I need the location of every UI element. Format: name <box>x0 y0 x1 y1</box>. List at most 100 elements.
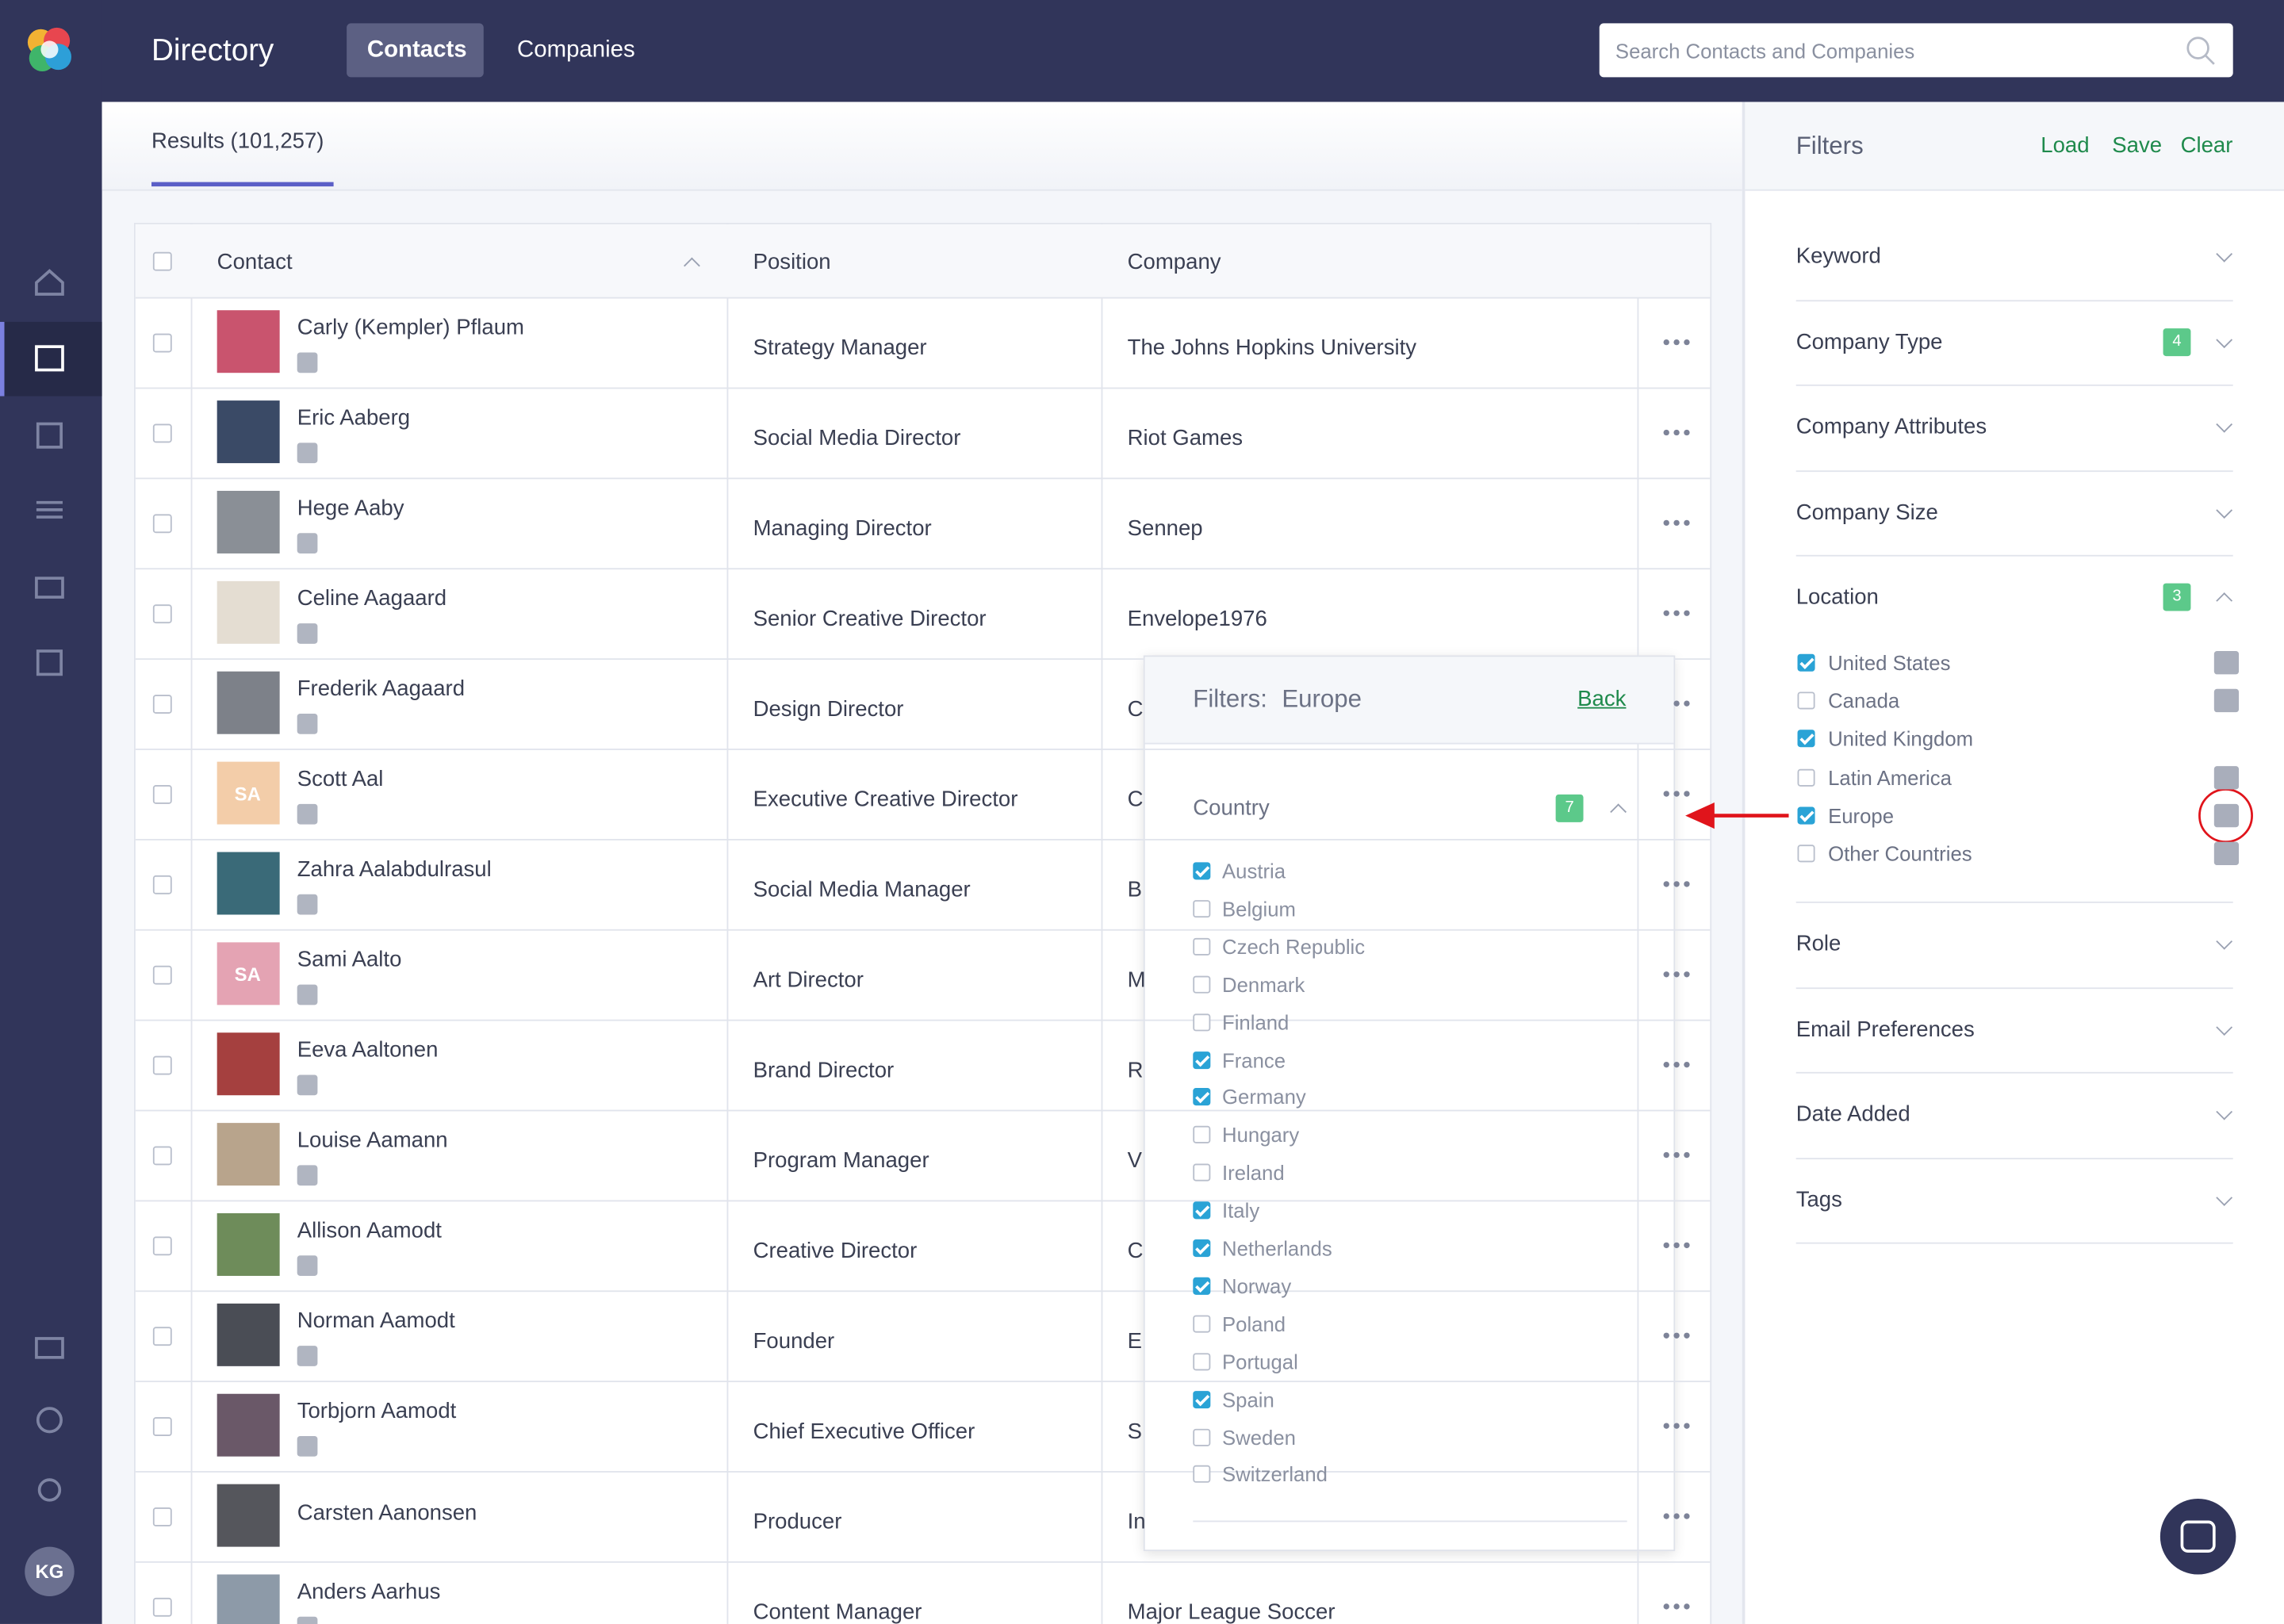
checkbox[interactable] <box>1797 653 1815 672</box>
checkbox[interactable] <box>152 965 172 985</box>
help-icon[interactable] <box>36 1407 63 1434</box>
checkbox[interactable] <box>1193 1201 1211 1220</box>
linkedin-icon[interactable] <box>297 623 318 644</box>
tasks-icon[interactable] <box>36 649 63 676</box>
search-icon[interactable] <box>2185 35 2217 67</box>
contact-name[interactable]: Torbjorn Aamodt <box>297 1399 457 1424</box>
checkbox[interactable] <box>1193 1465 1211 1484</box>
results-tab[interactable]: Results (101,257) <box>151 128 324 154</box>
checkbox[interactable] <box>1193 1163 1211 1182</box>
contacts-icon[interactable] <box>35 345 64 372</box>
tab-active-bg[interactable] <box>347 23 484 78</box>
checkbox[interactable] <box>1193 1088 1211 1106</box>
drilldown-button[interactable] <box>2213 803 2240 827</box>
home-icon[interactable] <box>35 269 64 296</box>
checkbox[interactable] <box>152 1146 172 1166</box>
contact-name[interactable]: Norman Aamodt <box>297 1308 455 1334</box>
filter-action[interactable]: Save <box>2112 133 2163 159</box>
linkedin-icon[interactable] <box>297 803 318 825</box>
linkedin-icon[interactable] <box>297 1436 318 1457</box>
linkedin-icon[interactable] <box>297 442 318 464</box>
filter-section[interactable]: Company Attributes <box>1795 414 1987 439</box>
checkbox[interactable] <box>152 1236 172 1256</box>
contact-name[interactable]: Carly (Kempler) Pflaum <box>297 315 524 340</box>
contact-name[interactable]: Frederik Aagaard <box>297 676 466 702</box>
filter-section[interactable]: Email Preferences <box>1795 1017 1975 1042</box>
checkbox[interactable] <box>1193 1013 1211 1031</box>
checkbox[interactable] <box>152 1055 172 1075</box>
checkbox[interactable] <box>1193 937 1211 956</box>
contact-name[interactable]: Sami Aalto <box>297 947 402 973</box>
filter-section[interactable]: Role <box>1795 931 1841 956</box>
chat-icon[interactable] <box>35 1337 64 1359</box>
column-header[interactable]: Company <box>1127 249 1221 275</box>
checkbox[interactable] <box>152 1597 172 1617</box>
checkbox[interactable] <box>1193 1126 1211 1144</box>
profile-icon[interactable] <box>36 422 63 449</box>
filter-section[interactable]: Keyword <box>1795 243 1881 269</box>
linkedin-icon[interactable] <box>297 894 318 915</box>
chat-button[interactable] <box>2159 1498 2236 1575</box>
checkbox[interactable] <box>152 1327 172 1346</box>
filter-section[interactable]: Company Type <box>1795 329 1943 354</box>
list-icon[interactable] <box>36 500 63 519</box>
checkbox[interactable] <box>1193 1239 1211 1258</box>
contact-name[interactable]: Allison Aamodt <box>297 1218 442 1243</box>
filter-section[interactable]: Company Size <box>1795 499 1938 525</box>
column-header[interactable]: Position <box>753 249 831 275</box>
checkbox[interactable] <box>1193 1051 1211 1069</box>
filter-action[interactable]: Clear <box>2180 133 2233 159</box>
linkedin-icon[interactable] <box>297 1346 318 1366</box>
checkbox[interactable] <box>1797 691 1815 710</box>
contact-name[interactable]: Eric Aaberg <box>297 405 411 431</box>
contact-name[interactable]: Carsten Aanonsen <box>297 1500 477 1526</box>
checkbox[interactable] <box>1193 975 1211 994</box>
linkedin-icon[interactable] <box>297 1616 318 1624</box>
linkedin-icon[interactable] <box>297 1165 318 1186</box>
contact-name[interactable]: Louise Aamann <box>297 1128 448 1153</box>
checkbox[interactable] <box>152 1417 172 1437</box>
linkedin-icon[interactable] <box>297 533 318 553</box>
checkbox[interactable] <box>152 604 172 624</box>
drilldown-button[interactable] <box>2213 689 2240 713</box>
checkbox[interactable] <box>1193 1390 1211 1408</box>
checkbox[interactable] <box>1193 899 1211 917</box>
mail-icon[interactable] <box>35 576 64 599</box>
checkbox[interactable] <box>1193 1277 1211 1295</box>
checkbox[interactable] <box>152 251 172 271</box>
checkbox[interactable] <box>152 875 172 894</box>
contact-name[interactable]: Zahra Aalabdulrasul <box>297 856 492 883</box>
settings-icon[interactable] <box>37 1478 62 1502</box>
checkbox[interactable] <box>152 784 172 804</box>
drilldown-button[interactable] <box>2213 651 2240 675</box>
checkbox[interactable] <box>1193 1427 1211 1446</box>
checkbox[interactable] <box>1797 845 1815 863</box>
checkbox[interactable] <box>152 333 172 353</box>
contact-name[interactable]: Eeva Aaltonen <box>297 1037 439 1063</box>
drilldown-button[interactable] <box>2213 765 2240 789</box>
checkbox[interactable] <box>1193 1315 1211 1333</box>
drilldown-button[interactable] <box>2213 841 2240 866</box>
tab[interactable]: Contacts <box>366 37 467 63</box>
checkbox[interactable] <box>1797 806 1815 825</box>
linkedin-icon[interactable] <box>297 984 318 1005</box>
popup-section[interactable]: Country <box>1193 795 1270 821</box>
checkbox[interactable] <box>152 1507 172 1526</box>
search-box[interactable] <box>1599 23 2233 78</box>
contact-name[interactable]: Celine Aagaard <box>297 586 447 611</box>
contact-name[interactable]: Hege Aaby <box>297 496 404 521</box>
checkbox[interactable] <box>1797 768 1815 787</box>
user-avatar[interactable] <box>25 1546 75 1597</box>
linkedin-icon[interactable] <box>297 1074 318 1096</box>
filter-action[interactable]: Load <box>2041 133 2090 159</box>
back-link[interactable]: Back <box>1577 687 1627 712</box>
checkbox[interactable] <box>152 695 172 714</box>
filter-section[interactable]: Tags <box>1795 1186 1842 1212</box>
tab[interactable]: Companies <box>517 37 635 63</box>
checkbox[interactable] <box>1797 730 1815 748</box>
linkedin-icon[interactable] <box>297 1255 318 1276</box>
filter-section[interactable]: Date Added <box>1795 1101 1910 1127</box>
linkedin-icon[interactable] <box>297 352 318 373</box>
contact-name[interactable]: Scott Aal <box>297 767 384 792</box>
checkbox[interactable] <box>152 514 172 534</box>
